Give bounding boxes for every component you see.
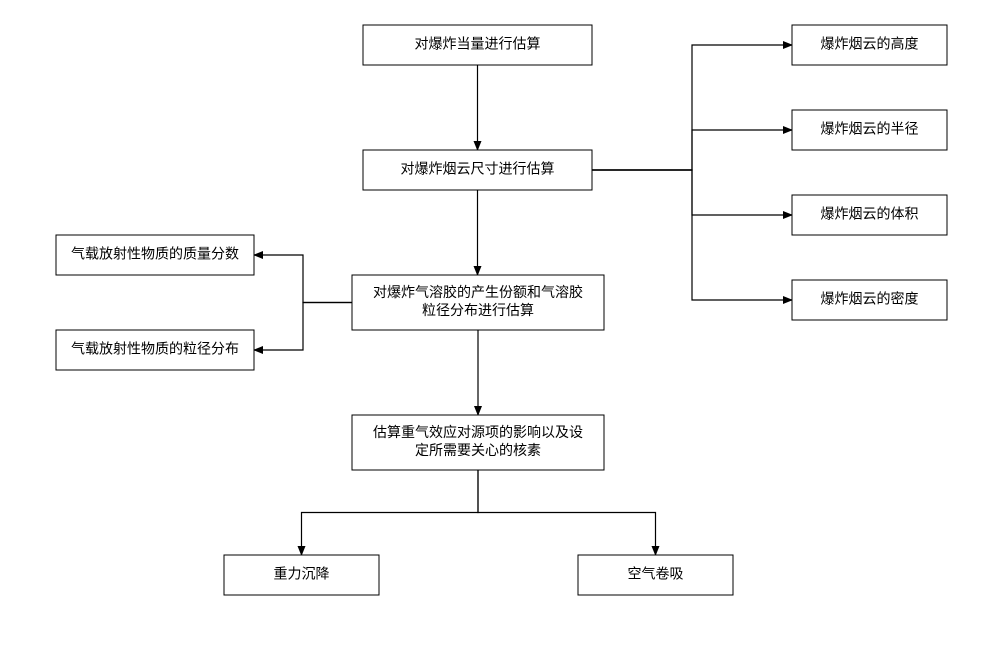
node-left_top-label: 气载放射性物质的质量分数 bbox=[71, 246, 239, 262]
edge-mid2-to-left_bot bbox=[254, 303, 352, 351]
node-mid2: 对爆炸气溶胶的产生份额和气溶胶粒径分布进行估算 bbox=[352, 275, 604, 330]
node-mid1-label: 对爆炸烟云尺寸进行估算 bbox=[401, 161, 555, 177]
edge-mid3-to-bot_left bbox=[302, 470, 479, 555]
edge-mid3-to-bot_right bbox=[478, 470, 656, 555]
node-bot_right: 空气卷吸 bbox=[578, 555, 733, 595]
node-left_bot-label: 气载放射性物质的粒径分布 bbox=[71, 341, 239, 357]
node-bot_left: 重力沉降 bbox=[224, 555, 379, 595]
node-left_top: 气载放射性物质的质量分数 bbox=[56, 235, 254, 275]
node-r3: 爆炸烟云的体积 bbox=[792, 195, 947, 235]
node-r4: 爆炸烟云的密度 bbox=[792, 280, 947, 320]
edge-mid1-to-r4 bbox=[592, 170, 792, 300]
node-left_bot: 气载放射性物质的粒径分布 bbox=[56, 330, 254, 370]
node-mid2-label: 对爆炸气溶胶的产生份额和气溶胶 bbox=[373, 284, 583, 300]
node-mid2-label: 粒径分布进行估算 bbox=[422, 302, 534, 318]
edge-mid2-to-left_top bbox=[254, 255, 352, 303]
edge-mid1-to-r2 bbox=[592, 130, 792, 170]
node-r1: 爆炸烟云的高度 bbox=[792, 25, 947, 65]
node-mid3: 估算重气效应对源项的影响以及设定所需要关心的核素 bbox=[352, 415, 604, 470]
node-top-label: 对爆炸当量进行估算 bbox=[415, 36, 541, 52]
node-r2: 爆炸烟云的半径 bbox=[792, 110, 947, 150]
node-mid3-label: 估算重气效应对源项的影响以及设 bbox=[373, 424, 583, 440]
node-mid3-label: 定所需要关心的核素 bbox=[415, 442, 541, 458]
node-r4-label: 爆炸烟云的密度 bbox=[821, 291, 919, 307]
node-r3-label: 爆炸烟云的体积 bbox=[821, 206, 919, 222]
node-bot_left-label: 重力沉降 bbox=[274, 566, 330, 582]
node-r2-label: 爆炸烟云的半径 bbox=[821, 121, 919, 137]
node-top: 对爆炸当量进行估算 bbox=[363, 25, 592, 65]
node-r1-label: 爆炸烟云的高度 bbox=[821, 36, 919, 52]
node-mid1: 对爆炸烟云尺寸进行估算 bbox=[363, 150, 592, 190]
node-bot_right-label: 空气卷吸 bbox=[628, 566, 684, 582]
